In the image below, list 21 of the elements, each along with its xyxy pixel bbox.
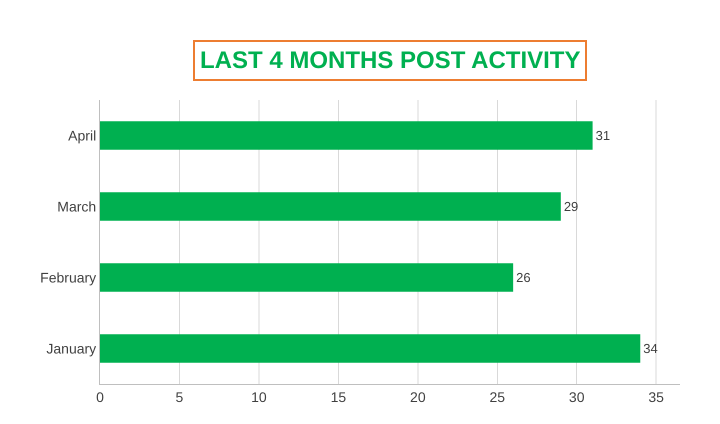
chart-title: LAST 4 MONTHS POST ACTIVITY (200, 47, 580, 74)
x-tick-label: 25 (489, 388, 506, 405)
y-tick-label: January (46, 340, 96, 356)
bar (100, 121, 593, 150)
x-tick-label: 30 (568, 388, 585, 405)
x-tick-label: 5 (176, 388, 184, 405)
bar (100, 334, 640, 363)
x-tick-label: 20 (410, 388, 426, 405)
y-tick-label: February (40, 269, 96, 286)
y-tick-label: April (68, 127, 96, 144)
data-label: 26 (516, 270, 531, 285)
y-tick-label: March (57, 198, 96, 214)
x-tick-label: 15 (330, 388, 346, 405)
data-label: 34 (643, 341, 658, 356)
bar (100, 192, 561, 221)
x-tick-label: 35 (648, 388, 664, 405)
data-label: 29 (564, 199, 578, 214)
x-tick-label: 0 (96, 388, 104, 405)
x-tick-label: 10 (251, 388, 267, 405)
data-label: 31 (596, 128, 610, 143)
bar (100, 263, 514, 292)
